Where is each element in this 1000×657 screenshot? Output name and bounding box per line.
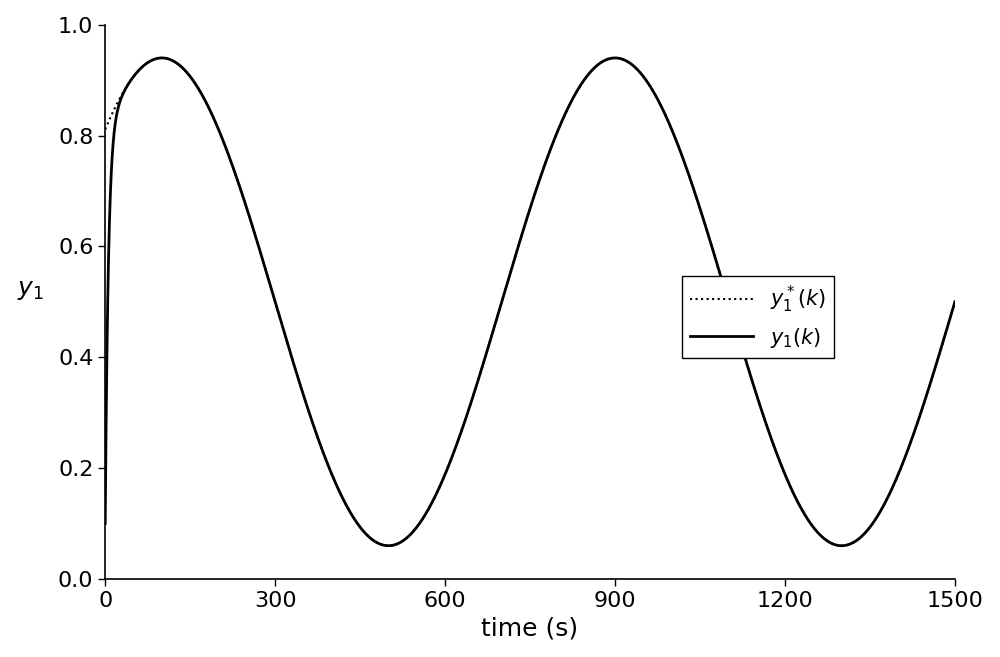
- $y_1(k)$: [734, 336, 746, 344]
- Y-axis label: $y_1$: $y_1$: [17, 278, 44, 302]
- $y_1^*(k)$: [949, 298, 961, 306]
- $y_1^*(k)$: [382, 542, 394, 550]
- $y_1^*(k)$: [424, 502, 436, 510]
- X-axis label: time (s): time (s): [481, 616, 579, 641]
- Line: $y_1(k)$: $y_1(k)$: [105, 58, 955, 546]
- $y_1^*(k)$: [798, 510, 810, 518]
- $y_1(k)$: [949, 298, 961, 306]
- Legend: $y_1^*(k)$, $y_1(k)$: $y_1^*(k)$, $y_1(k)$: [682, 276, 834, 358]
- $y_1^*(k)$: [254, 246, 266, 254]
- $y_1(k)$: [798, 510, 810, 518]
- $y_1(k)$: [424, 502, 436, 510]
- $y_1^*(k)$: [156, 54, 168, 62]
- $y_1^*(k)$: [734, 336, 746, 344]
- $y_1^*(k)$: [609, 54, 621, 62]
- $y_1(k)$: [609, 54, 621, 62]
- $y_1^*(k)$: [652, 97, 664, 104]
- $y_1(k)$: [99, 520, 111, 528]
- $y_1(k)$: [156, 54, 168, 62]
- Line: $y_1^*(k)$: $y_1^*(k)$: [105, 58, 955, 546]
- $y_1(k)$: [382, 542, 394, 550]
- $y_1(k)$: [254, 246, 266, 254]
- $y_1(k)$: [652, 97, 664, 104]
- $y_1^*(k)$: [99, 125, 111, 133]
